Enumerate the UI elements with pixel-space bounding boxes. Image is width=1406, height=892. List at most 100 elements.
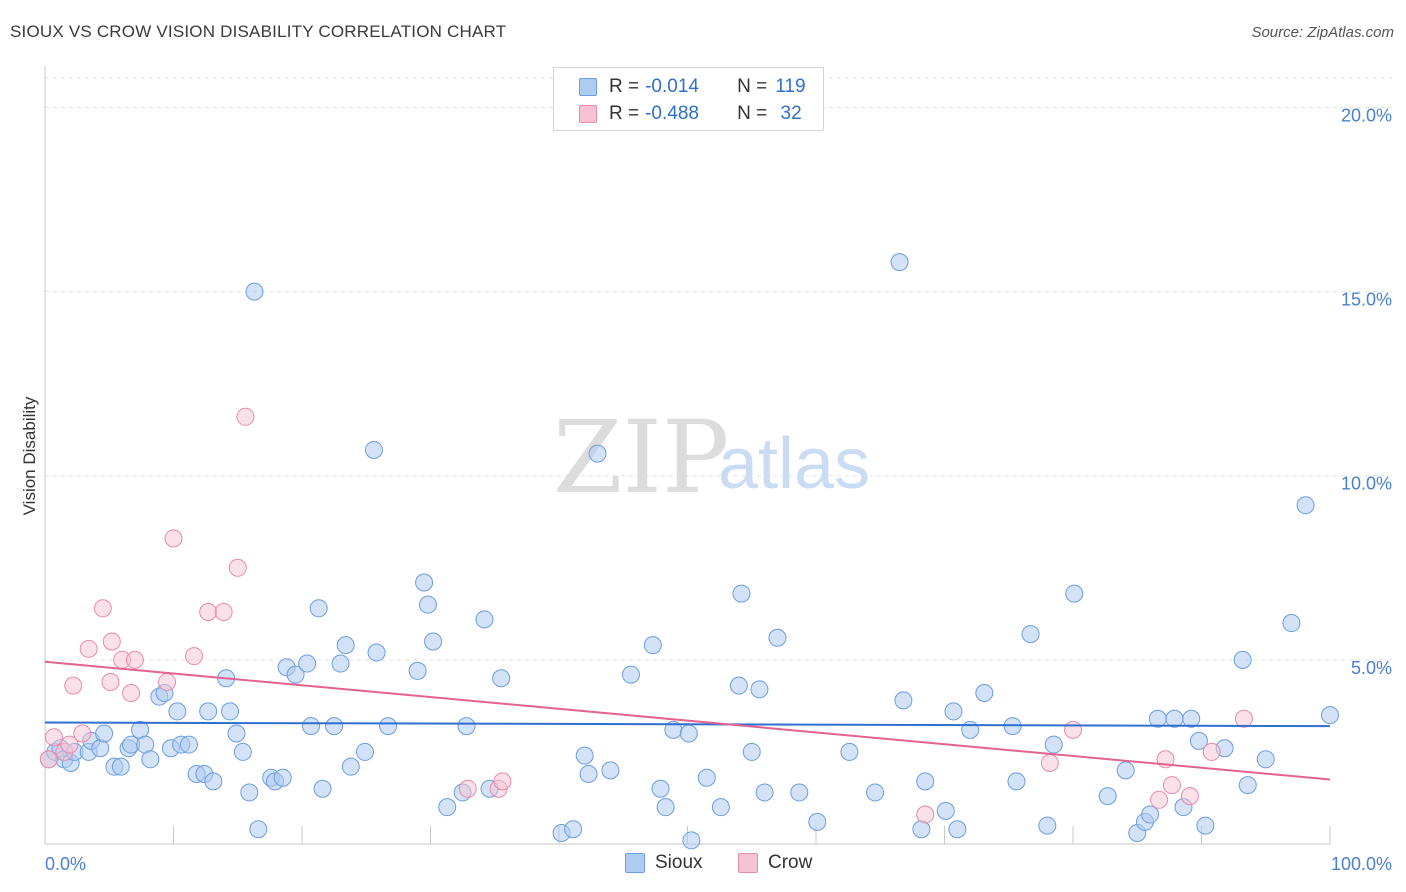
- n-value-sioux: 119: [775, 76, 806, 97]
- sioux-point: [415, 573, 434, 592]
- sioux-point: [768, 628, 787, 647]
- sioux-point: [221, 702, 240, 721]
- r-label: R =: [609, 103, 640, 124]
- sioux-point: [1038, 816, 1057, 835]
- crow-point: [185, 647, 204, 666]
- sioux-point: [418, 595, 437, 614]
- sioux-point: [975, 684, 994, 703]
- crow-trend-line: [44, 660, 1331, 781]
- y-tick-label: 15.0%: [1341, 290, 1392, 310]
- crow-point: [199, 602, 218, 621]
- sioux-point: [111, 757, 130, 776]
- sioux-point: [575, 746, 594, 765]
- sioux-point: [1282, 614, 1301, 633]
- correlation-legend: R = -0.014 N = 119 R = -0.488 N = 32: [553, 67, 824, 131]
- crow-point: [1162, 776, 1181, 795]
- sioux-point: [601, 761, 620, 780]
- grid-lines: [45, 77, 1392, 661]
- sioux-point: [341, 757, 360, 776]
- sioux-point: [1196, 816, 1215, 835]
- crow-point: [1150, 790, 1169, 809]
- sioux-point: [1182, 709, 1201, 728]
- legend-label-crow: Crow: [768, 852, 813, 873]
- r-label: R =: [609, 76, 640, 97]
- sioux-point: [286, 665, 305, 684]
- crow-point: [916, 805, 935, 824]
- crow-point: [60, 735, 79, 754]
- series-legend: Sioux Crow: [0, 852, 1406, 876]
- sioux-point: [301, 717, 320, 736]
- sioux-point: [742, 742, 761, 761]
- chart-title: SIOUX VS CROW VISION DISABILITY CORRELAT…: [10, 22, 507, 41]
- sioux-point: [894, 691, 913, 710]
- sioux-point: [245, 282, 264, 301]
- sioux-point: [233, 742, 252, 761]
- sioux-swatch: [579, 78, 597, 96]
- sioux-point: [95, 724, 114, 743]
- sioux-point: [916, 772, 935, 791]
- sioux-point: [364, 440, 383, 459]
- sioux-point: [1044, 735, 1063, 754]
- sioux-point: [1141, 805, 1160, 824]
- sioux-point: [199, 702, 218, 721]
- sioux-point: [1238, 776, 1257, 795]
- sioux-point: [475, 610, 494, 629]
- legend-label-sioux: Sioux: [655, 852, 703, 873]
- crow-point: [44, 728, 63, 747]
- crow-point: [73, 724, 92, 743]
- sioux-point: [656, 798, 675, 817]
- sioux-point: [1065, 584, 1084, 603]
- legend-row-sioux: R = -0.014 N = 119: [579, 76, 806, 98]
- sioux-point: [325, 717, 344, 736]
- sioux-point: [732, 584, 751, 603]
- sioux-point: [621, 665, 640, 684]
- sioux-point: [679, 724, 698, 743]
- sioux-point: [750, 680, 769, 699]
- watermark-zip: ZIP: [553, 399, 729, 516]
- sioux-point: [408, 661, 427, 680]
- crow-point: [493, 772, 512, 791]
- sioux-point: [890, 253, 909, 272]
- y-tick-labels: 5.0% 10.0% 15.0% 20.0%: [1341, 105, 1392, 677]
- source-label: Source: ZipAtlas.com: [1251, 24, 1394, 41]
- crow-point: [214, 602, 233, 621]
- sioux-trend-line: [44, 721, 1331, 728]
- sioux-point: [840, 742, 859, 761]
- sioux-point: [379, 717, 398, 736]
- sioux-point: [336, 636, 355, 655]
- crow-points: [39, 407, 1253, 824]
- crow-point: [64, 676, 83, 695]
- crow-point: [236, 407, 255, 426]
- crow-point: [122, 684, 141, 703]
- watermark-atlas: atlas: [718, 424, 870, 504]
- y-tick-label: 5.0%: [1351, 658, 1392, 678]
- crow-point: [1064, 720, 1082, 739]
- sioux-point: [944, 702, 963, 721]
- sioux-point: [1256, 750, 1275, 769]
- crow-point: [158, 672, 177, 691]
- legend-row-crow: R = -0.488 N = 32: [579, 103, 802, 125]
- sioux-point: [249, 820, 268, 839]
- crow-point: [102, 632, 121, 651]
- sioux-point: [309, 599, 328, 618]
- y-axis-label: Vision Disability: [20, 396, 39, 515]
- sioux-point: [579, 765, 598, 784]
- sioux-point: [1233, 650, 1252, 669]
- sioux-point: [355, 742, 374, 761]
- sioux-point: [438, 798, 457, 817]
- crow-point: [101, 672, 120, 691]
- sioux-point: [1189, 731, 1208, 750]
- y-tick-label: 10.0%: [1341, 474, 1392, 494]
- sioux-point: [1321, 706, 1339, 725]
- sioux-point: [961, 720, 980, 739]
- crow-point: [458, 779, 477, 798]
- sioux-point: [313, 779, 332, 798]
- sioux-point: [682, 831, 701, 850]
- sioux-point: [790, 783, 809, 802]
- sioux-point: [1021, 625, 1040, 644]
- crow-point: [1180, 787, 1199, 806]
- n-value-crow: 32: [775, 103, 802, 124]
- x-tick-label: 0.0%: [45, 854, 86, 874]
- sioux-point: [204, 772, 223, 791]
